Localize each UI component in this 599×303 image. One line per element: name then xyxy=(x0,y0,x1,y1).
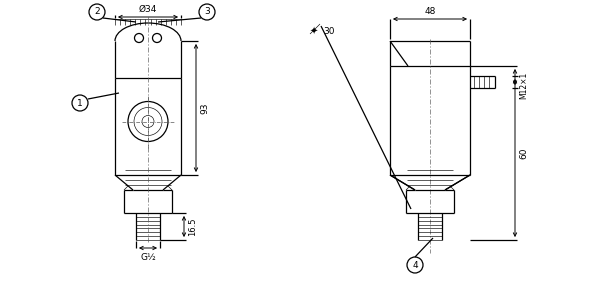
Text: 93: 93 xyxy=(200,102,209,114)
Text: 48: 48 xyxy=(424,7,435,16)
Text: 30: 30 xyxy=(323,28,334,36)
Text: 60: 60 xyxy=(519,147,528,159)
Text: 4: 4 xyxy=(412,261,418,269)
Text: 1: 1 xyxy=(77,98,83,108)
Text: 2: 2 xyxy=(94,8,100,16)
Text: Ø34: Ø34 xyxy=(139,5,157,14)
Text: M12×1: M12×1 xyxy=(519,72,528,98)
Text: 3: 3 xyxy=(204,8,210,16)
Text: 16.5: 16.5 xyxy=(188,217,197,236)
Text: ✦: ✦ xyxy=(310,27,318,37)
Text: G½: G½ xyxy=(140,253,156,262)
